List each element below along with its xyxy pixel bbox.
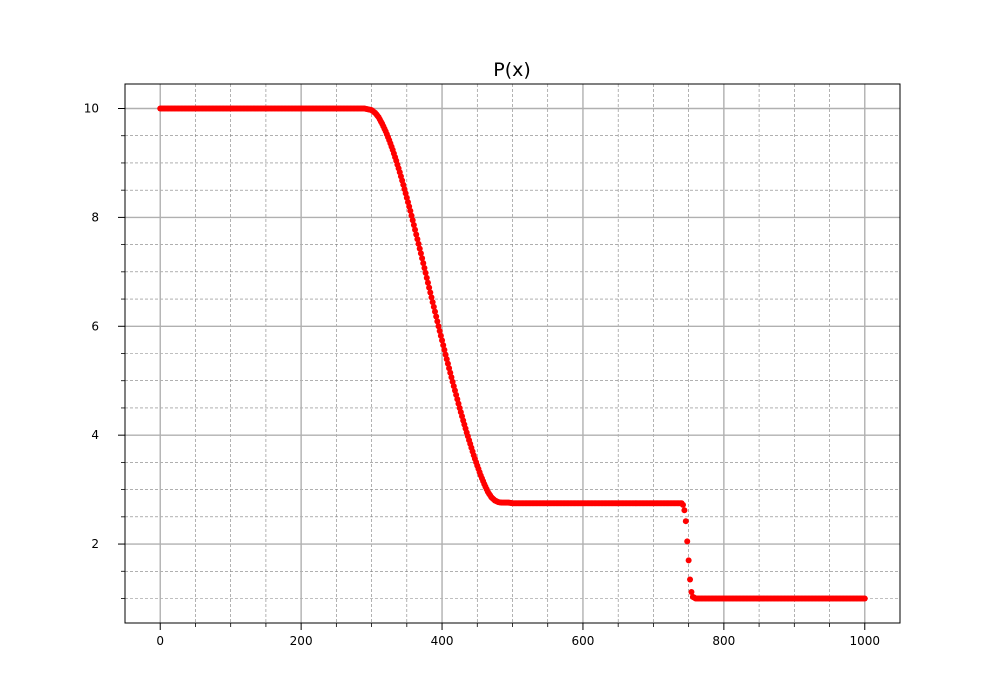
data-point-fill: [459, 413, 466, 420]
data-point-fill: [395, 165, 402, 172]
data-point-fill: [429, 299, 436, 306]
data-point: [417, 250, 424, 257]
data-point-fill: [385, 134, 392, 141]
y-tick-label: 2: [91, 537, 99, 551]
y-tick-label: 8: [91, 210, 99, 224]
data-point: [682, 518, 689, 525]
data-point-fill: [426, 284, 433, 291]
data-point: [446, 365, 453, 372]
data-point-fill: [415, 240, 422, 247]
data-point-fill: [860, 595, 867, 602]
data-point: [681, 507, 688, 514]
data-point-fill: [469, 448, 476, 455]
major-grid: [125, 84, 900, 623]
data-point: [428, 294, 435, 301]
data-point-fill: [412, 226, 419, 233]
x-tick-label: 1000: [849, 634, 880, 648]
data-point-fill: [409, 217, 416, 224]
axis-ticks: [118, 108, 866, 630]
x-tick-label: 800: [712, 634, 735, 648]
data-point-fill: [423, 274, 430, 281]
data-point: [435, 323, 442, 330]
data-point-fill: [451, 387, 458, 394]
data-point-fill: [416, 245, 423, 252]
data-point-fill: [434, 318, 441, 325]
y-tick-label: 4: [91, 428, 99, 442]
data-point-fill: [677, 500, 684, 507]
data-point: [439, 337, 446, 344]
data-point-fill: [419, 255, 426, 262]
data-point-fill: [466, 437, 473, 444]
chart-title: P(x): [493, 59, 531, 81]
data-point-fill: [462, 425, 469, 432]
data-point-fill: [413, 231, 420, 238]
data-point-fill: [399, 177, 406, 184]
data-point-fill: [420, 260, 427, 267]
data-point-fill: [440, 342, 447, 349]
data-point-fill: [427, 289, 434, 296]
data-point-fill: [406, 203, 413, 210]
data-point-fill: [377, 118, 384, 125]
data-point: [688, 588, 695, 595]
data-point: [410, 222, 417, 229]
data-point: [432, 308, 438, 315]
data-point: [424, 279, 431, 286]
data-point-fill: [437, 332, 444, 339]
data-point: [687, 576, 694, 583]
minor-grid: [125, 84, 900, 623]
data-point: [684, 538, 691, 545]
data-point-fill: [408, 212, 415, 219]
data-point-fill: [476, 469, 483, 476]
data-point: [414, 236, 421, 243]
data-point-fill: [480, 478, 487, 485]
data-point-fill: [448, 374, 455, 381]
data-point: [442, 351, 449, 358]
x-tick-label: 400: [431, 634, 454, 648]
x-tick-label: 0: [156, 634, 164, 648]
data-point-fill: [441, 346, 448, 353]
data-point-fill: [381, 125, 388, 132]
data-point-fill: [444, 360, 451, 367]
data-point-fill: [436, 327, 443, 334]
y-tick-label: 6: [91, 319, 99, 333]
data-point-fill: [433, 313, 440, 320]
x-tick-label: 200: [290, 634, 313, 648]
data-point-fill: [430, 303, 437, 310]
data-points: [157, 105, 868, 602]
y-tick-label: 10: [84, 102, 99, 116]
data-point-fill: [402, 190, 409, 197]
data-point-fill: [443, 356, 450, 363]
data-point-fill: [422, 269, 429, 276]
data-point: [685, 557, 692, 564]
axis-tick-labels: 0 200 400 600 800 1000 2 4 6 8 10: [84, 102, 880, 649]
data-point-fill: [447, 369, 454, 376]
data-point-fill: [473, 459, 480, 466]
data-point-fill: [455, 400, 462, 407]
data-point-fill: [392, 154, 399, 161]
data-point-fill: [388, 143, 395, 150]
data-point: [421, 265, 428, 272]
x-tick-label: 600: [572, 634, 595, 648]
